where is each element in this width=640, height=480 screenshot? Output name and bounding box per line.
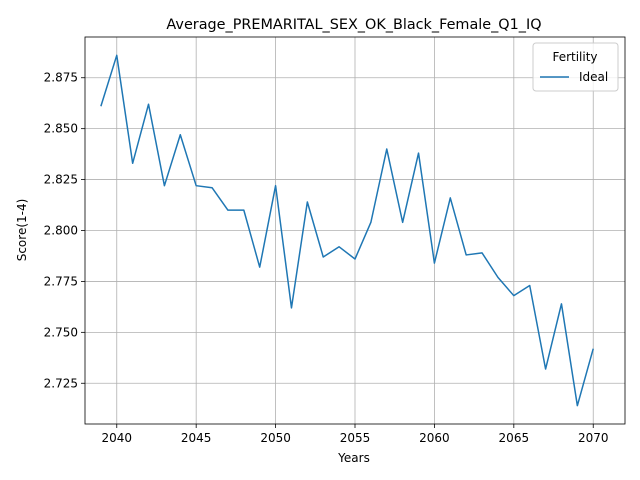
y-tick-label: 2.875 (44, 71, 78, 85)
series-layer (100, 54, 594, 407)
y-tick-label: 2.800 (44, 224, 78, 238)
x-tick-label: 2050 (260, 431, 291, 445)
y-axis: 2.725 2.750 2.775 2.800 2.825 2.850 2.875 (44, 71, 85, 390)
series-line-ideal (100, 54, 594, 407)
y-tick-label: 2.850 (44, 122, 78, 136)
x-tick-label: 2060 (419, 431, 450, 445)
x-tick-label: 2040 (101, 431, 132, 445)
x-axis-label: Years (337, 451, 370, 465)
legend-title: Fertility (552, 50, 597, 64)
x-tick-label: 2065 (499, 431, 530, 445)
legend: Fertility Ideal (532, 42, 619, 92)
x-tick-label: 2055 (340, 431, 371, 445)
y-tick-label: 2.750 (44, 325, 78, 339)
x-tick-label: 2045 (181, 431, 212, 445)
x-tick-label: 2070 (578, 431, 609, 445)
y-axis-label: Score(1-4) (15, 199, 29, 262)
y-tick-label: 2.825 (44, 173, 78, 187)
legend-box (532, 42, 619, 92)
y-tick-label: 2.725 (44, 376, 78, 390)
y-tick-label: 2.775 (44, 274, 78, 288)
legend-label-ideal: Ideal (579, 70, 608, 84)
grid (85, 37, 625, 424)
x-axis: 2040 2045 2050 2055 2060 2065 2070 (101, 424, 609, 445)
chart-title: Average_PREMARITAL_SEX_OK_Black_Female_Q… (166, 17, 541, 33)
